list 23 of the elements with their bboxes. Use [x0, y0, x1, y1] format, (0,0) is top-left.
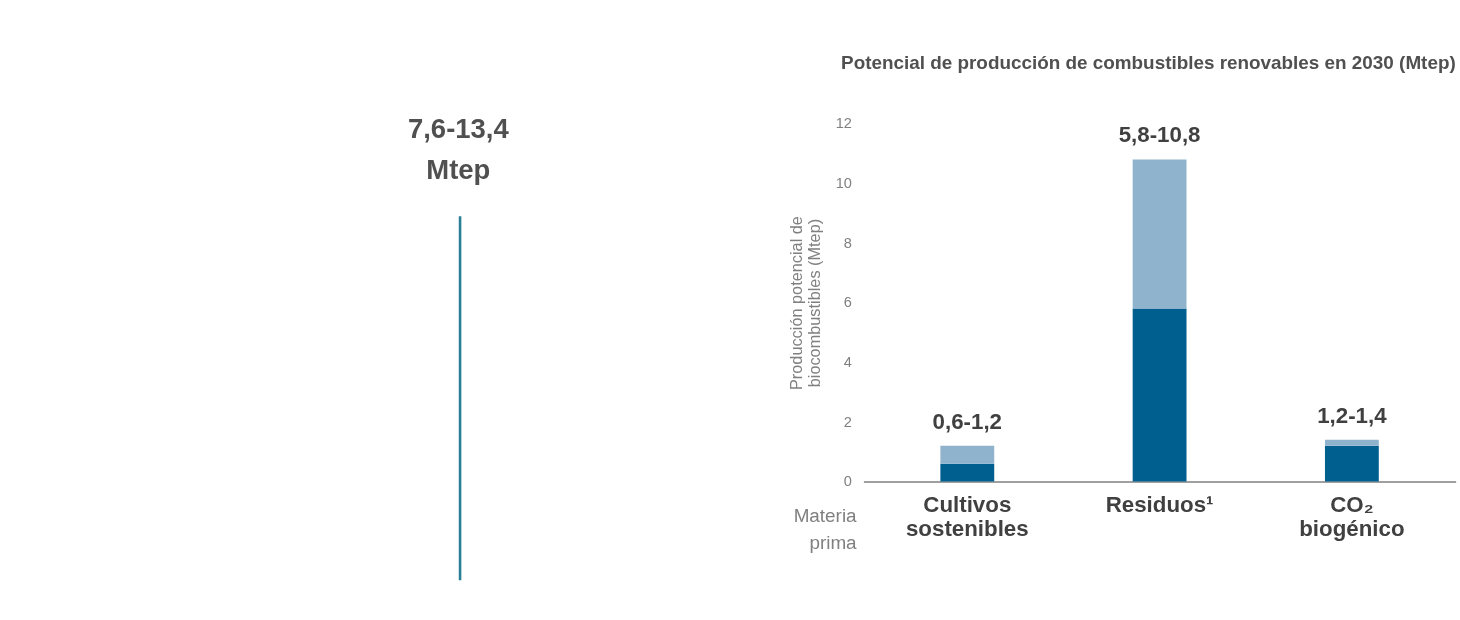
text: 7,6-13,4 Mtep — [407, 113, 510, 186]
y-axis-title: Producción potencial de biocombustibles (Mtep) — [787, 216, 824, 391]
bar — [1132, 159, 1187, 309]
x-tick-label: Cultivos sostenibles — [905, 492, 1029, 542]
y-tick-label: 10 — [835, 175, 852, 192]
y-tick-label: 2 — [843, 413, 852, 430]
total-label: 5,8-10,8 — [1118, 122, 1201, 148]
x-axis-title: Materia prima — [793, 504, 858, 554]
y-tick-label: 8 — [843, 234, 852, 251]
bar — [1132, 308, 1187, 482]
bar — [1324, 445, 1379, 482]
bar — [1324, 439, 1379, 446]
x-tick-label: Residuos¹ — [1105, 492, 1214, 518]
total-label: 1,2-1,4 — [1317, 402, 1388, 428]
bar — [940, 463, 995, 482]
bar — [940, 445, 995, 464]
chart-title: Potencial de producción de combustibles renovables en 2030 (Mtep) — [841, 51, 1456, 73]
total-label: 0,6-1,2 — [932, 408, 1003, 434]
y-tick-label: 0 — [843, 473, 852, 490]
x-tick-label: CO₂ biogénico — [1299, 492, 1405, 542]
y-tick-label: 4 — [843, 354, 852, 370]
y-tick-label: 12 — [835, 115, 852, 132]
y-tick-label: 6 — [843, 294, 852, 311]
